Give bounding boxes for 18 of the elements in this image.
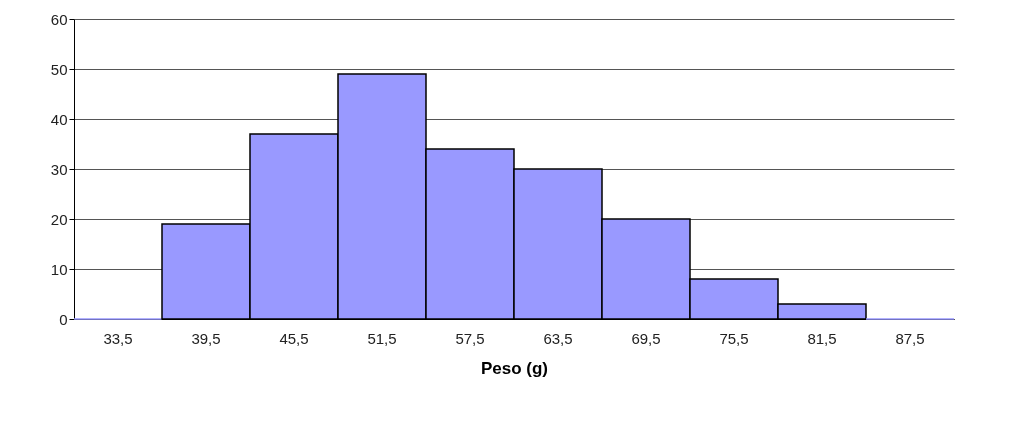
x-tick-label: 57,5 (455, 329, 485, 347)
x-tick-label: 63,5 (543, 329, 573, 347)
x-tick-label: 81,5 (807, 329, 837, 347)
x-tick-label: 45,5 (279, 329, 309, 347)
x-tick-label: 51,5 (367, 329, 397, 347)
y-tick-label: 60 (50, 10, 68, 28)
y-tick-label: 50 (50, 60, 68, 78)
y-tick-label: 40 (50, 110, 68, 128)
x-tick-label: 75,5 (719, 329, 749, 347)
x-tick-label: 33,5 (103, 329, 133, 347)
x-axis-title: Peso (g) (480, 358, 549, 378)
y-tick-label: 10 (50, 260, 68, 278)
y-tick-label: 0 (59, 310, 68, 328)
y-tick-label: 30 (50, 160, 68, 178)
x-tick-label: 39,5 (191, 329, 221, 347)
x-tick-label: 87,5 (895, 329, 925, 347)
x-tick-label: 69,5 (631, 329, 661, 347)
y-tick-label: 20 (50, 210, 68, 228)
